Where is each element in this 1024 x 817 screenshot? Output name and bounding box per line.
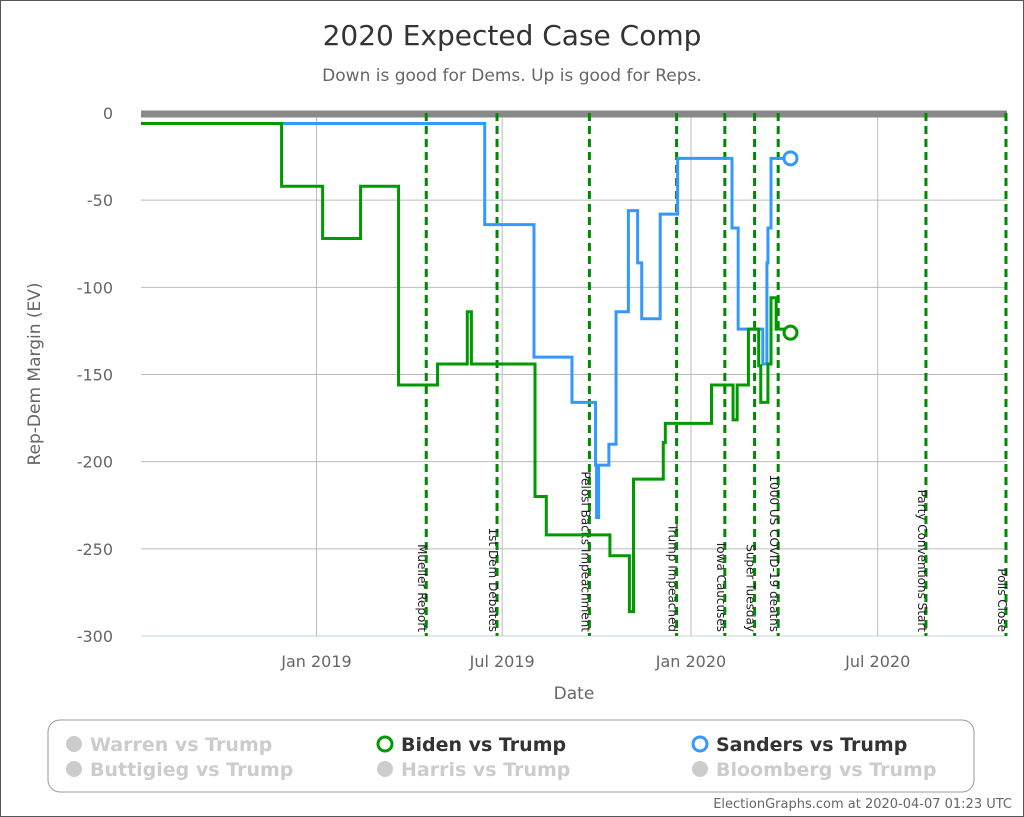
- legend-marker: [376, 735, 394, 753]
- legend-label: Harris vs Trump: [401, 759, 570, 781]
- x-axis-label: Date: [554, 684, 595, 704]
- chart-title: 2020 Expected Case Comp: [323, 19, 702, 52]
- event-label: Super Tuesday: [744, 544, 758, 632]
- x-tick-label: Jul 2020: [844, 652, 910, 671]
- legend-item[interactable]: Bloomberg vs Trump: [692, 759, 936, 781]
- series-endpoint: [782, 324, 799, 341]
- legend-marker: [692, 761, 708, 777]
- series-endpoint: [782, 150, 799, 167]
- legend-box: [47, 719, 975, 793]
- legend-label: Biden vs Trump: [401, 734, 566, 756]
- y-tick-label: -300: [77, 627, 113, 646]
- credit[interactable]: ElectionGraphs.com at 2020-04-07 01:23 U…: [713, 797, 1012, 812]
- event-label: Polls Close: [995, 568, 1009, 632]
- legend-label: Warren vs Trump: [90, 734, 272, 756]
- legend-item[interactable]: Warren vs Trump: [66, 734, 272, 756]
- series-line: [141, 121, 791, 519]
- legend-label: Sanders vs Trump: [716, 734, 907, 756]
- legend-item[interactable]: Sanders vs Trump: [691, 734, 907, 756]
- event-label: Iowa Caucuses: [714, 543, 728, 632]
- legend-item[interactable]: Biden vs Trump: [376, 734, 566, 756]
- legend-marker: [66, 761, 82, 777]
- legend-marker: [691, 735, 709, 753]
- legend-marker: [66, 736, 82, 752]
- legend-label: Buttigieg vs Trump: [90, 759, 293, 781]
- x-tick-label: Jul 2019: [469, 652, 535, 671]
- x-tick-label: Jan 2019: [280, 652, 351, 671]
- event-label: 1st Dem Debates: [486, 528, 500, 632]
- legend-marker: [377, 761, 393, 777]
- chart-subtitle: Down is good for Dems. Up is good for Re…: [322, 66, 702, 86]
- y-tick-label: -100: [77, 278, 113, 297]
- event-label: Trump Impeached: [666, 523, 680, 632]
- event-label: 1000 US COVID-19 deaths: [767, 475, 781, 633]
- y-tick-label: -50: [87, 191, 113, 210]
- legend-item[interactable]: Buttigieg vs Trump: [66, 759, 293, 781]
- y-tick-label: -250: [77, 540, 113, 559]
- event-label: Mueller Report: [415, 544, 429, 632]
- event-label: Pelosi Backs Impeachment: [578, 471, 592, 632]
- legend-item[interactable]: Harris vs Trump: [377, 759, 570, 781]
- y-tick-label: -150: [77, 366, 113, 385]
- event-label: Party Conventions Start: [915, 490, 929, 633]
- y-tick-label: 0: [103, 104, 113, 123]
- x-tick-label: Jan 2020: [655, 652, 726, 671]
- y-tick-label: -200: [77, 453, 113, 472]
- series-line: [141, 121, 792, 614]
- y-axis-label: Rep-Dem Margin (EV): [25, 282, 45, 465]
- legend-label: Bloomberg vs Trump: [716, 759, 936, 781]
